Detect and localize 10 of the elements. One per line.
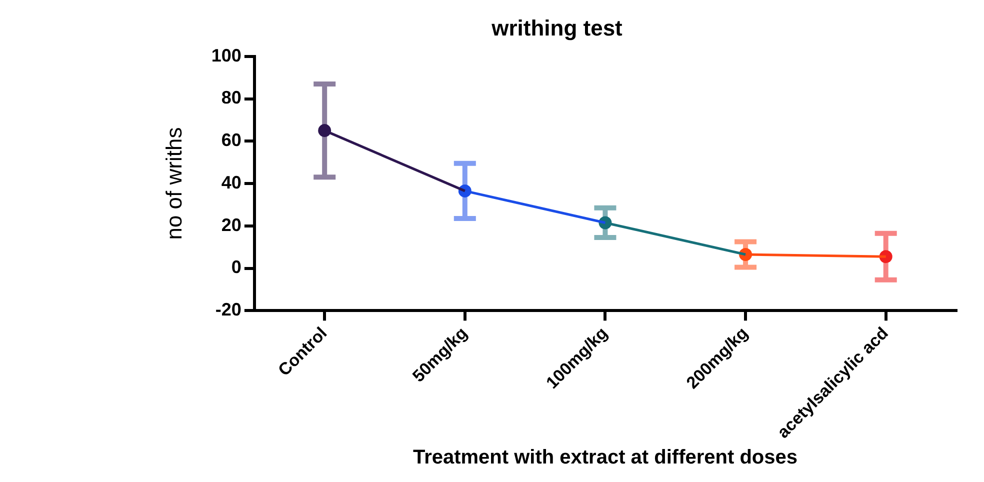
y-tick-label: 100: [211, 45, 242, 66]
y-tick-label: -20: [215, 300, 242, 320]
y-tick-label: 60: [221, 130, 242, 150]
y-tick-label: 20: [221, 214, 242, 235]
y-tick-label: 80: [221, 88, 242, 108]
y-axis-title: no of wriths: [161, 127, 186, 240]
chart-title: writhing test: [490, 15, 624, 40]
x-axis-title: Treatment with extract at different doses: [412, 446, 798, 469]
y-tick-label: 40: [221, 172, 242, 192]
y-tick-label: 0: [231, 257, 242, 278]
